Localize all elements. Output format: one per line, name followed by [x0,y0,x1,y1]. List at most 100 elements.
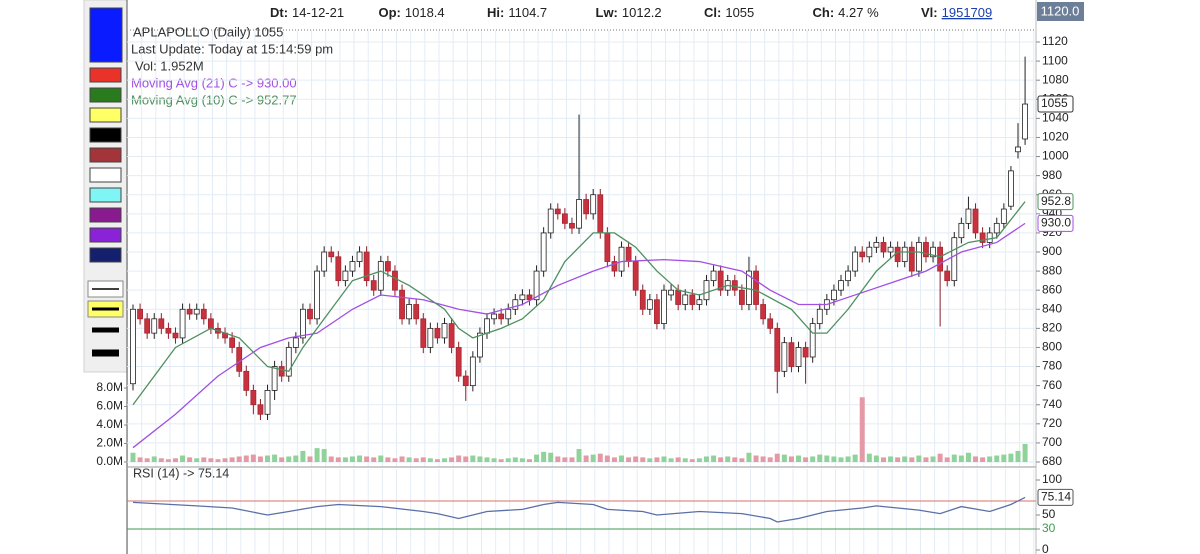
candle-body [271,366,278,391]
volume-bar [725,456,731,462]
volume-bar [732,457,738,462]
candle-body [130,308,136,385]
header-item: Ch: 4.27 % [813,5,880,20]
header-item: Vl: 1951709 [921,5,992,20]
volume-bar [349,456,355,462]
volume-bar [1001,454,1007,462]
y-tick-label: 680 [1042,454,1062,468]
volume-bar [180,455,186,462]
candle-body [363,251,370,282]
volume-bar [1015,450,1021,462]
volume-bar [576,449,582,462]
volume-bar [838,457,844,462]
volume-bar [569,457,575,462]
candle-body [569,222,575,229]
candle-body [795,347,802,367]
volume-bar [208,458,214,462]
volume-bar [484,457,490,462]
volume-bar [696,458,702,462]
y-tick-label: 820 [1042,321,1062,335]
candle-body [462,375,469,387]
volume-tick-label: 0.0M [96,454,123,468]
volume-bar [994,455,1000,462]
candle-body [441,323,448,339]
candle-body [278,366,285,377]
volume-bar [201,457,207,462]
volume-bar [534,454,540,462]
axis-box [1037,2,1084,21]
header-value: 1104.7 [508,5,547,20]
candle-body [427,327,434,348]
color-swatch[interactable] [89,207,122,223]
color-swatch[interactable] [89,167,122,183]
candle-body [731,280,738,291]
candle-body [193,308,200,315]
color-swatch[interactable] [89,127,122,143]
candle-body [144,318,151,334]
volume-bar [810,456,816,462]
candle-body [540,232,547,272]
candle-body [392,270,398,291]
candle-body [859,251,866,258]
volume-bar [604,455,610,462]
candle-body [576,199,582,229]
volume-bar [519,458,525,462]
color-swatch[interactable] [89,87,122,103]
candle-body [554,208,561,215]
chart-subtitle: Last Update: Today at 15:14:59 pm [131,41,333,56]
candle-body [1022,103,1028,140]
candle-body [703,280,710,301]
y-tick-label: 860 [1042,282,1062,296]
volume-bar [243,455,249,462]
volume-tick-label: 4.0M [96,417,123,431]
y-tick-label: 720 [1042,416,1062,430]
color-swatch[interactable] [89,247,122,263]
color-swatch[interactable] [89,107,122,123]
candle-body [639,289,646,310]
candle-body [632,261,639,291]
volume-bar [385,457,391,462]
candle-body [172,332,179,339]
volume-bar [1008,453,1014,462]
volume-bar [477,456,483,462]
volume-bar [215,459,221,462]
candle-body [1000,208,1007,224]
series-last-label: 930.0 [1041,216,1071,230]
candle-body [816,308,823,324]
volume-bar [796,455,802,462]
header-value: 1018.4 [405,5,445,20]
volume-bar [675,457,681,462]
y-tick-label: 1120 [1042,34,1068,48]
color-swatch[interactable] [89,227,122,243]
candle-body [618,246,625,272]
color-swatch[interactable] [89,67,122,83]
color-swatch[interactable] [89,187,122,203]
volume-bar [647,458,653,462]
candle-body [342,270,349,282]
rsi-line [132,496,1026,523]
volume-bar [293,455,299,462]
header-value[interactable]: 1951709 [942,5,993,20]
color-swatch[interactable] [89,7,123,63]
candle-body [831,289,837,301]
candle-body [257,404,264,415]
candle-body [349,261,356,272]
y-tick-label: 800 [1042,340,1062,354]
candle-body [668,289,674,296]
candle-body [760,304,767,320]
header-key: Cl: [704,5,721,20]
volume-bar [187,457,193,462]
volume-bar [406,457,412,462]
y-tick-label: 900 [1042,244,1062,258]
volume-bar [158,458,164,462]
volume-bar [760,456,766,462]
candle-body [158,318,165,329]
volume-bar [236,456,242,462]
volume-bar [265,455,271,462]
color-swatch[interactable] [89,147,122,163]
candle-body [604,232,611,262]
candle-body [399,289,405,320]
volume-bar [512,457,518,462]
volume-tick-label: 2.0M [96,436,123,450]
